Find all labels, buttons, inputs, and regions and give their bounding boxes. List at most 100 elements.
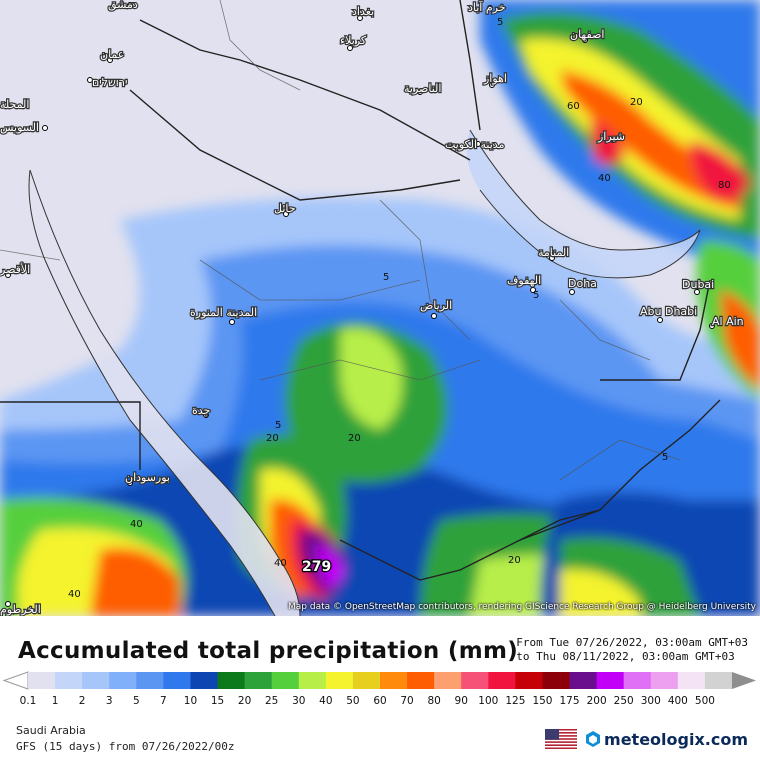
city-hail[interactable]: حائل bbox=[273, 201, 297, 217]
scale-tick-label: 15 bbox=[211, 695, 224, 707]
scale-tick-label: 60 bbox=[373, 695, 386, 707]
brand-name: meteologix.com bbox=[604, 729, 748, 749]
scale-swatch bbox=[569, 672, 598, 689]
city-suez[interactable]: السويس bbox=[0, 120, 48, 135]
city-jeddah[interactable]: جدة bbox=[191, 403, 212, 418]
country-borders bbox=[0, 0, 721, 581]
city-jerusalem[interactable]: ירושלים bbox=[87, 75, 129, 90]
svg-text:بورسودان: بورسودان bbox=[125, 471, 170, 484]
scale-swatch bbox=[28, 672, 56, 689]
scale-left-arrow bbox=[2, 671, 29, 690]
svg-text:40: 40 bbox=[130, 519, 143, 530]
scale-swatch bbox=[82, 672, 110, 689]
svg-text:Dubai: Dubai bbox=[682, 278, 714, 291]
svg-text:خرم آباد: خرم آباد bbox=[468, 0, 506, 14]
city-khartoum[interactable]: الخرطوم bbox=[0, 601, 42, 617]
brand[interactable]: meteologix.com bbox=[545, 729, 748, 749]
scale-swatch bbox=[271, 672, 300, 689]
city-port-sudan[interactable]: بورسودان bbox=[124, 470, 171, 486]
svg-text:الهفوف: الهفوف bbox=[507, 274, 541, 287]
scale-swatch bbox=[163, 672, 191, 689]
scale-tick-label: 10 bbox=[184, 695, 197, 707]
scale-tick-label: 250 bbox=[614, 695, 634, 707]
svg-text:5: 5 bbox=[497, 17, 503, 28]
scale-swatch bbox=[488, 672, 516, 689]
city-khorramabad[interactable]: خرم آباد bbox=[467, 0, 507, 15]
city-kuwait[interactable]: مدينة الكويت bbox=[444, 137, 506, 152]
city-medina[interactable]: المدينة المنورة bbox=[189, 305, 258, 325]
scale-tick-label: 25 bbox=[265, 695, 278, 707]
mediterranean-sea bbox=[0, 39, 70, 100]
city-labels: دمشق بغداد كربلاء عمان ירושלים المحلة ال… bbox=[0, 0, 745, 617]
precipitation-map[interactable]: دمشق بغداد كربلاء عمان ירושלים المحلة ال… bbox=[0, 0, 760, 616]
city-al-ain[interactable]: Al Ain bbox=[709, 314, 745, 329]
scale-swatch bbox=[542, 672, 571, 689]
svg-text:20: 20 bbox=[630, 97, 643, 108]
period-from: From Tue 07/26/2022, 03:00am GMT+03 bbox=[516, 636, 748, 649]
scale-tick-label: 0.1 bbox=[20, 695, 37, 707]
svg-text:5: 5 bbox=[383, 272, 389, 283]
city-luxor[interactable]: الأقصر bbox=[0, 261, 31, 278]
scale-swatch bbox=[623, 672, 652, 689]
city-shiraz[interactable]: شيراز bbox=[596, 129, 626, 144]
svg-text:بغداد: بغداد bbox=[352, 5, 374, 18]
city-doha[interactable]: Doha bbox=[567, 276, 598, 295]
scale-swatch bbox=[217, 672, 246, 689]
scale-tick-label: 200 bbox=[587, 695, 607, 707]
city-nasiriyah[interactable]: الناصرية bbox=[403, 81, 443, 96]
scale-tick-label: 175 bbox=[560, 695, 580, 707]
scale-tick-label: 30 bbox=[292, 695, 305, 707]
red-sea bbox=[29, 170, 300, 616]
svg-text:المدينة المنورة: المدينة المنورة bbox=[190, 306, 257, 319]
scale-tick-label: 5 bbox=[133, 695, 140, 707]
forecast-period: From Tue 07/26/2022, 03:00am GMT+03 to T… bbox=[516, 636, 748, 664]
city-baghdad[interactable]: بغداد bbox=[351, 4, 375, 21]
scale-tick-label: 400 bbox=[668, 695, 688, 707]
scale-swatch bbox=[650, 672, 679, 689]
scale-tick-label: 3 bbox=[106, 695, 113, 707]
scale-right-arrow bbox=[732, 672, 756, 689]
city-karbala[interactable]: كربلاء bbox=[339, 33, 368, 51]
svg-text:دمشق: دمشق bbox=[108, 0, 138, 12]
svg-text:40: 40 bbox=[274, 558, 287, 569]
svg-text:الأقصر: الأقصر bbox=[0, 262, 30, 276]
scale-tick-label: 150 bbox=[532, 695, 552, 707]
legend-footer: Accumulated total precipitation (mm) Fro… bbox=[0, 616, 760, 760]
scale-swatch bbox=[380, 672, 408, 689]
city-dubai[interactable]: Dubai bbox=[681, 277, 715, 295]
color-scale: 0.1 1 2 3 5 7 10 15 20 25 30 40 50 60 70 80 90 100 125 150 1… bbox=[2, 671, 756, 707]
scale-swatch bbox=[298, 672, 327, 689]
city-riyadh[interactable]: الرياض bbox=[419, 298, 453, 319]
svg-text:عمان: عمان bbox=[100, 48, 124, 61]
svg-text:الناصرية: الناصرية bbox=[404, 82, 441, 95]
svg-text:Abu Dhabi: Abu Dhabi bbox=[640, 305, 697, 318]
scale-tick-label: 90 bbox=[455, 695, 468, 707]
scale-swatch bbox=[109, 672, 137, 689]
city-ahvaz[interactable]: اهواز bbox=[482, 71, 508, 88]
svg-text:40: 40 bbox=[598, 173, 611, 184]
city-hofuf[interactable]: الهفوف bbox=[506, 273, 542, 293]
contour-labels: 5 5 5 5 5 20 20 20 20 40 40 40 40 60 80 bbox=[68, 17, 731, 600]
scale-swatch bbox=[325, 672, 354, 689]
city-abu-dhabi[interactable]: Abu Dhabi bbox=[639, 304, 698, 323]
city-mahalla[interactable]: المحلة bbox=[0, 97, 31, 112]
scale-swatch bbox=[434, 672, 462, 689]
scale-tick-label: 2 bbox=[79, 695, 86, 707]
us-flag-icon[interactable] bbox=[545, 729, 578, 749]
city-damascus[interactable]: دمشق bbox=[107, 0, 139, 13]
chart-title: Accumulated total precipitation (mm) bbox=[18, 638, 519, 664]
svg-text:40: 40 bbox=[68, 589, 81, 600]
city-isfahan[interactable]: اصفهان bbox=[569, 27, 606, 43]
scale-swatch bbox=[55, 672, 83, 689]
scale-tick-label: 40 bbox=[319, 695, 332, 707]
city-manama[interactable]: المنامة bbox=[537, 245, 570, 261]
svg-text:اصفهان: اصفهان bbox=[570, 28, 604, 41]
scale-swatch bbox=[515, 672, 543, 689]
svg-text:5: 5 bbox=[662, 452, 668, 463]
svg-text:المنامة: المنامة bbox=[538, 246, 569, 259]
city-amman[interactable]: عمان bbox=[99, 47, 126, 63]
scale-swatch bbox=[407, 672, 435, 689]
svg-text:5: 5 bbox=[533, 290, 539, 301]
scale-swatch bbox=[677, 672, 706, 689]
max-value-label: 279 bbox=[302, 559, 331, 575]
